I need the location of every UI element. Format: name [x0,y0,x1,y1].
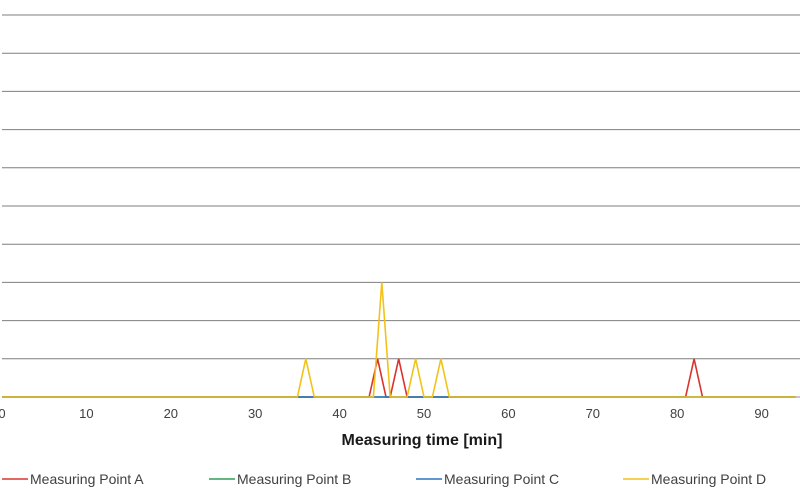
legend: Measuring Point A Measuring Point B Measur… [2,471,766,487]
y-gridlines [2,14,800,360]
series-line [2,358,796,398]
x-tick-label: 20 [164,406,178,421]
legend-label: Measuring Point B [237,471,351,487]
legend-item: Measuring Point D [623,471,766,487]
legend-item: Measuring Point B [209,471,351,487]
series-lines [2,282,796,398]
x-tick-label: 10 [79,406,93,421]
series-line [2,282,796,398]
x-tick-label: 60 [501,406,515,421]
x-tick-label: 70 [586,406,600,421]
x-tick-label: 0 [0,406,6,421]
x-tick-label: 40 [332,406,346,421]
x-tick-label: 50 [417,406,431,421]
x-tick-labels: 0 10 20 30 40 50 60 70 80 90 [0,406,769,421]
legend-item: Measuring Point A [2,471,144,487]
legend-label: Measuring Point C [444,471,559,487]
legend-label: Measuring Point D [651,471,766,487]
x-axis-label: Measuring time [min] [342,432,503,449]
x-tick-label: 30 [248,406,262,421]
legend-item: Measuring Point C [416,471,559,487]
x-tick-label: 80 [670,406,684,421]
x-tick-label: 90 [754,406,768,421]
legend-label: Measuring Point A [30,471,144,487]
